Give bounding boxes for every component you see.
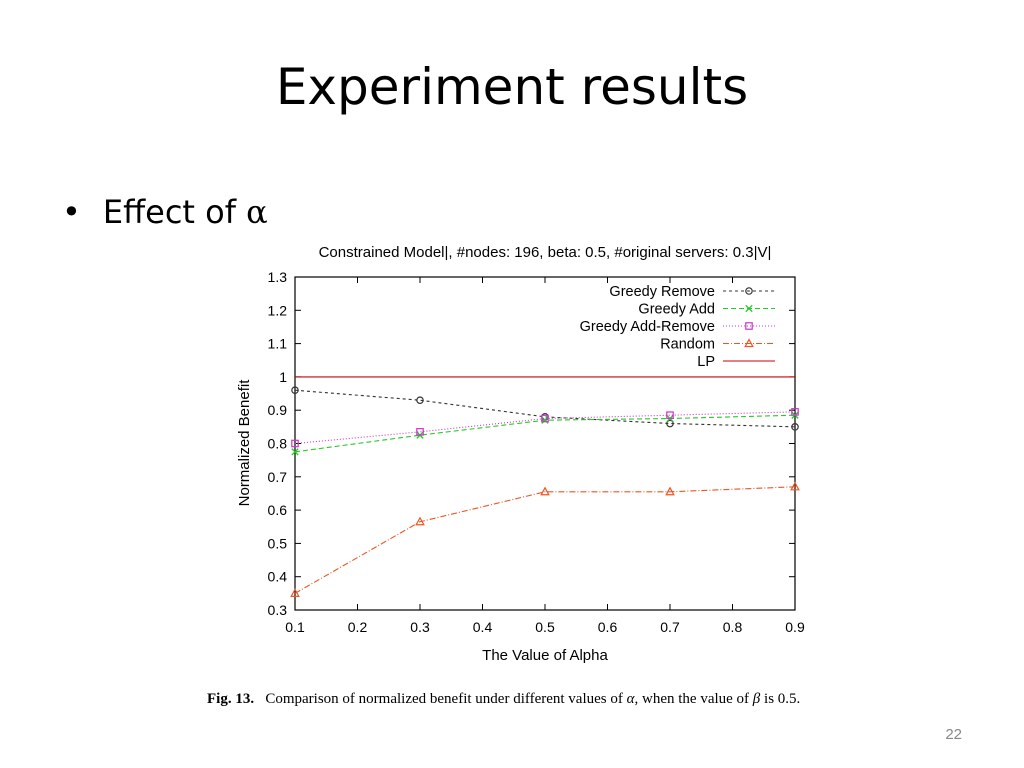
x-tick-label: 0.1 [285, 619, 305, 635]
data-point-random [290, 588, 300, 597]
x-tick-label: 0.5 [535, 619, 555, 635]
data-point-greedy-add [291, 448, 299, 456]
data-point-greedy-remove [791, 423, 799, 431]
data-point-greedy-remove [291, 386, 299, 395]
y-tick-label: 0.8 [268, 436, 288, 452]
data-point-greedy-remove [416, 396, 424, 405]
x-axis-label: The Value of Alpha [482, 647, 608, 664]
x-tick-label: 0.8 [723, 619, 743, 635]
y-tick-label: 1.1 [268, 336, 288, 352]
legend-marker-greedy-add-remove [745, 322, 753, 330]
data-point-greedy-add-remove [541, 414, 549, 423]
caption-text-3: is 0.5. [764, 691, 801, 707]
data-point-greedy-add-remove [416, 428, 424, 436]
y-tick-label: 0.9 [268, 402, 288, 418]
legend-marker-random [744, 338, 754, 348]
series-random [290, 481, 800, 597]
axis-ticks: 0.1 0.2 0.3 0.4 0.5 0.6 0.7 0.8 0.9 0.3 0.4 0.5 0.6 0… [268, 269, 805, 635]
beta-symbol-caption: β [752, 691, 761, 707]
bullet-item: • Effect of α [62, 193, 268, 231]
series-greedy-remove [291, 386, 799, 431]
series-greedy-add-remove [291, 408, 799, 448]
plot-frame [294, 276, 796, 611]
data-point-random [665, 486, 675, 496]
figure-caption: Fig. 13. Comparison of normalized benefi… [207, 690, 847, 708]
caption-text-2: , when the value of [634, 691, 750, 707]
bullet-dot-icon: • [62, 193, 81, 231]
series-line-random [294, 486, 796, 594]
x-marker-stroke [745, 304, 753, 313]
x-tick-label: 0.6 [598, 619, 618, 635]
caption-text-1: Comparison of normalized benefit under d… [265, 691, 623, 707]
legend-marker-greedy-remove [745, 287, 753, 295]
x-marker-stroke [291, 448, 299, 456]
legend-label-greedy-add: Greedy Add [638, 302, 715, 318]
line-chart: Constrained Model|, #nodes: 196, beta: 0… [236, 244, 805, 664]
legend-label-lp: LP [697, 354, 715, 370]
x-tick-label: 0.4 [473, 619, 493, 635]
figure-label: Fig. 13. [207, 691, 255, 707]
data-point-random [790, 481, 800, 491]
y-tick-label: 0.6 [268, 502, 288, 518]
x-tick-label: 0.3 [410, 619, 430, 635]
data-point-random [415, 516, 425, 526]
series-greedy-add [291, 411, 799, 456]
chart-title: Constrained Model|, #nodes: 196, beta: 0… [319, 244, 772, 261]
data-point-greedy-remove [666, 419, 674, 428]
x-tick-label: 0.9 [785, 619, 805, 635]
y-tick-label: 1.2 [268, 302, 288, 318]
y-tick-label: 0.4 [268, 569, 288, 585]
series-group [290, 376, 800, 597]
legend-label-greedy-add-remove: Greedy Add-Remove [580, 319, 715, 335]
alpha-symbol: α [246, 193, 268, 231]
alpha-symbol-caption: α [626, 691, 635, 707]
legend-label-random: Random [660, 337, 715, 353]
page-number: 22 [945, 726, 962, 743]
slide-title: Experiment results [275, 58, 749, 116]
data-point-greedy-add-remove [791, 408, 799, 416]
legend-label-greedy-remove: Greedy Remove [609, 284, 715, 300]
y-tick-label: 0.3 [268, 602, 288, 618]
y-tick-label: 0.5 [268, 535, 288, 551]
bullet-text: Effect of [102, 193, 236, 231]
y-tick-label: 0.7 [268, 469, 288, 485]
data-point-random [540, 486, 550, 496]
y-tick-label: 1 [279, 369, 287, 385]
y-axis-label: Normalized Benefit [236, 379, 253, 507]
series-line-greedy-add-remove [294, 411, 796, 445]
data-point-greedy-add-remove [666, 411, 674, 419]
legend-marker-greedy-add [745, 304, 753, 313]
x-tick-label: 0.7 [660, 619, 680, 635]
x-tick-label: 0.2 [348, 619, 368, 635]
data-point-greedy-add-remove [291, 439, 299, 448]
y-tick-label: 1.3 [268, 269, 288, 285]
